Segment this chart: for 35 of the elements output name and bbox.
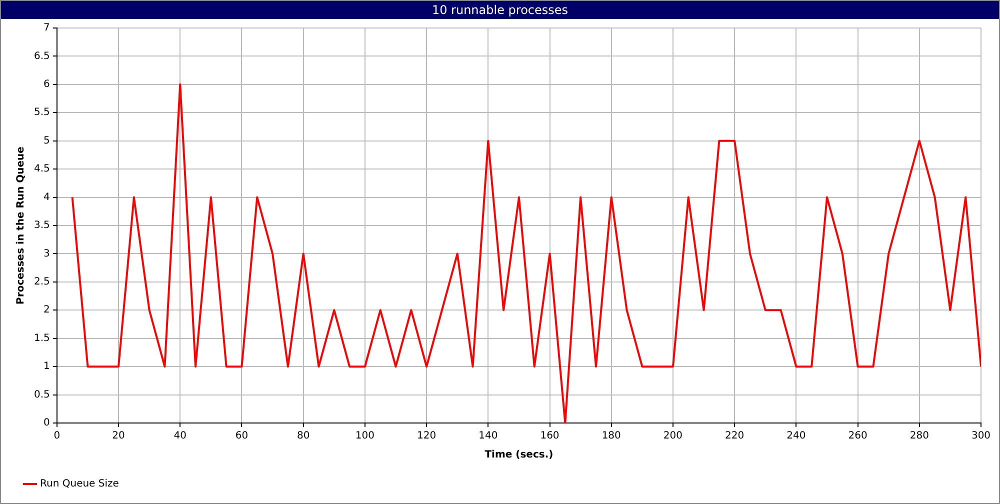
x-tick-label: 120 [416,430,436,442]
x-tick-label: 200 [663,430,683,442]
x-tick-label: 80 [296,430,310,442]
chart-title: 10 runnable processes [1,1,999,19]
x-tick-label: 20 [112,430,125,442]
x-tick-label: 160 [540,430,560,442]
y-tick-label: 2 [44,304,50,316]
x-tick-label: 300 [971,430,991,442]
y-tick-label: 1.5 [34,332,50,344]
y-tick-label: 6 [44,79,50,90]
y-tick-label: 5.5 [34,107,50,118]
y-tick-label: 6.5 [34,50,50,62]
x-tick-label: 220 [725,430,744,442]
y-tick-label: 4.5 [34,164,50,175]
y-tick-label: 7 [44,22,50,34]
y-tick-label: 3 [44,248,50,260]
y-tick-label: 5 [44,135,50,146]
y-tick-label: 4 [44,192,50,203]
x-tick-label: 280 [910,430,929,442]
x-tick-label: 240 [786,430,806,442]
x-axis-title: Time (secs.) [484,450,554,461]
x-tick-label: 260 [848,430,868,442]
x-tick-label: 40 [174,430,186,442]
x-tick-label: 0 [54,430,60,442]
y-tick-label: 0.5 [34,389,50,400]
legend-label: Run Queue Size [40,478,119,490]
x-tick-label: 60 [235,430,248,442]
y-tick-label: 2.5 [34,276,50,288]
y-tick-label: 3.5 [34,220,50,232]
x-tick-label: 140 [478,430,498,442]
y-axis-title: Processes in the Run Queue [16,146,27,304]
y-tick-label: 0 [44,418,50,429]
y-tick-label: 1 [44,361,50,372]
x-tick-label: 180 [602,430,621,442]
x-tick-label: 100 [355,430,374,442]
